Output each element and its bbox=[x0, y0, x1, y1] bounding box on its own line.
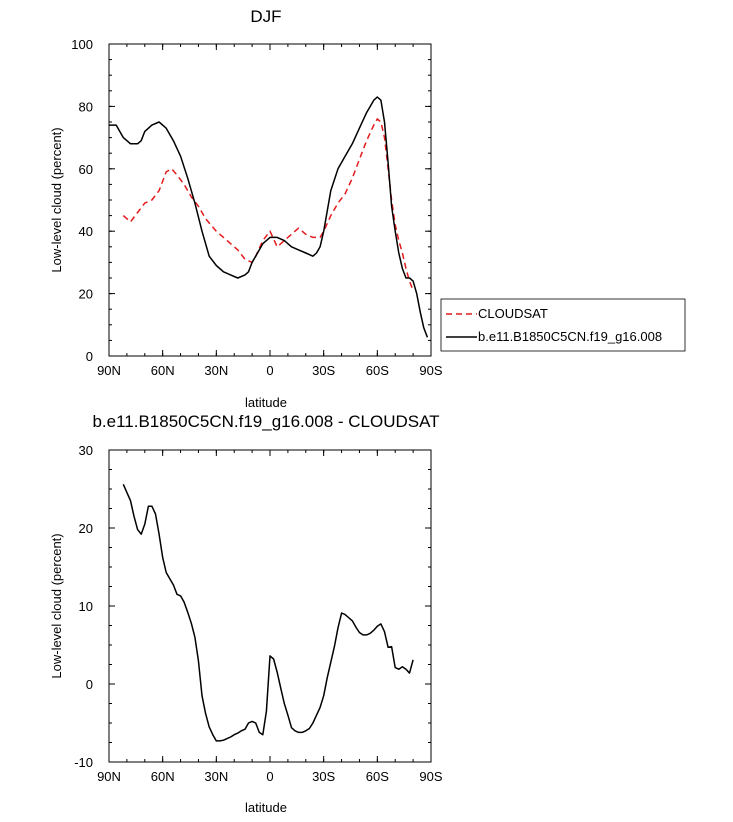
chart-bottom-series bbox=[122, 483, 414, 742]
y-tick-label: 0 bbox=[86, 677, 93, 692]
chart-bottom-xlabel: latitude bbox=[245, 800, 287, 815]
series-line-model bbox=[122, 483, 414, 742]
chart-bottom-title: b.e11.B1850C5CN.f19_g16.008 - CLOUDSAT bbox=[92, 412, 439, 431]
x-tick-label: 90S bbox=[419, 363, 442, 378]
x-tick-label: 60N bbox=[151, 363, 175, 378]
chart-top-xlabel: latitude bbox=[245, 395, 287, 410]
chart-top-title: DJF bbox=[250, 7, 281, 26]
x-tick-label: 0 bbox=[266, 363, 273, 378]
series-line-cloudsat bbox=[122, 118, 414, 291]
y-tick-label: 60 bbox=[79, 162, 93, 177]
y-tick-label: 80 bbox=[79, 99, 93, 114]
legend: CLOUDSAT b.e11.B1850C5CN.f19_g16.008 bbox=[440, 298, 686, 352]
y-tick-label: 10 bbox=[79, 599, 93, 614]
y-tick-label: 20 bbox=[79, 287, 93, 302]
y-tick-label: 100 bbox=[71, 37, 93, 52]
x-tick-label: 90S bbox=[419, 769, 442, 784]
legend-box bbox=[440, 298, 686, 352]
chart-bottom-plot-frame bbox=[108, 449, 432, 763]
chart-bottom: b.e11.B1850C5CN.f19_g16.008 - CLOUDSAT L… bbox=[49, 412, 443, 815]
x-tick-label: 90N bbox=[97, 769, 121, 784]
x-tick-label: 90N bbox=[97, 363, 121, 378]
x-tick-label: 30S bbox=[312, 769, 335, 784]
y-tick-label: 30 bbox=[79, 443, 93, 458]
chart-top-plot-frame bbox=[108, 43, 432, 357]
y-tick-label: 20 bbox=[79, 521, 93, 536]
chart-top-series bbox=[109, 96, 429, 338]
legend-label-cloudsat: CLOUDSAT bbox=[478, 306, 548, 321]
x-tick-label: 30N bbox=[204, 769, 228, 784]
x-tick-label: 0 bbox=[266, 769, 273, 784]
y-tick-label: 0 bbox=[86, 349, 93, 364]
series-line-model bbox=[109, 96, 429, 338]
chart-top-ylabel: Low-level cloud (percent) bbox=[49, 127, 64, 272]
chart-bottom-ylabel: Low-level cloud (percent) bbox=[49, 533, 64, 678]
x-tick-label: 60S bbox=[366, 769, 389, 784]
x-tick-label: 30S bbox=[312, 363, 335, 378]
chart-bottom-ticks: 90N 60N 30N 0 30S 60S 90S -10 0 10 20 30 bbox=[74, 443, 443, 784]
chart-top: DJF Low-level cloud (percent) latitude 9… bbox=[49, 7, 686, 410]
x-tick-label: 60N bbox=[151, 769, 175, 784]
y-tick-label: 40 bbox=[79, 224, 93, 239]
chart-top-ticks: 90N 60N 30N 0 30S 60S 90S 0 20 40 60 80 100 bbox=[71, 37, 443, 378]
legend-label-model: b.e11.B1850C5CN.f19_g16.008 bbox=[478, 329, 662, 344]
x-tick-label: 30N bbox=[204, 363, 228, 378]
y-tick-label: -10 bbox=[74, 755, 93, 770]
x-tick-label: 60S bbox=[366, 363, 389, 378]
